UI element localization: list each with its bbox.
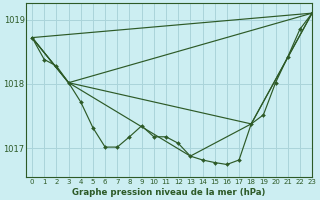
X-axis label: Graphe pression niveau de la mer (hPa): Graphe pression niveau de la mer (hPa) [72, 188, 266, 197]
